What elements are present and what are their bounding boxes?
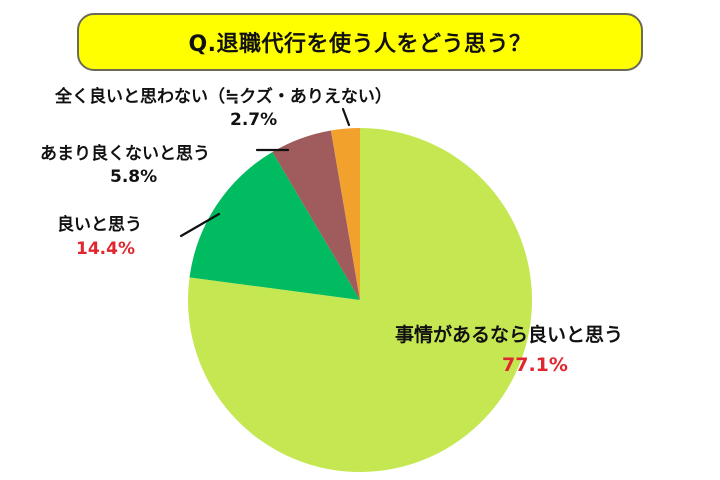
label-good-if-reason: 事情があるなら良いと思う	[395, 324, 624, 346]
title-banner: Q.退職代行を使う人をどう思う？	[77, 13, 643, 71]
percent-not-very-good: 5.8%	[110, 167, 158, 187]
leader-line-14.4	[179, 212, 221, 238]
pie-slice-1	[189, 151, 360, 300]
percent-good: 14.4%	[76, 239, 135, 259]
percent-good-if-reason: 77.1%	[502, 354, 568, 376]
label-good: 良いと思う	[57, 215, 142, 235]
pie-slice-2	[272, 130, 360, 300]
pie-slices	[188, 128, 533, 473]
label-not-very-good: あまり良くないと思う	[40, 144, 210, 164]
percent-not-good-at-all: 2.7%	[230, 110, 278, 130]
chart-title: Q.退職代行を使う人をどう思う？	[188, 32, 532, 57]
leader-line-2.7	[341, 107, 351, 127]
leader-lines	[179, 107, 351, 238]
pie-slice-0	[188, 128, 533, 473]
label-not-good-at-all: 全く良いと思わない（≒クズ・ありえない）	[55, 87, 392, 107]
pie-slice-3	[330, 128, 360, 300]
